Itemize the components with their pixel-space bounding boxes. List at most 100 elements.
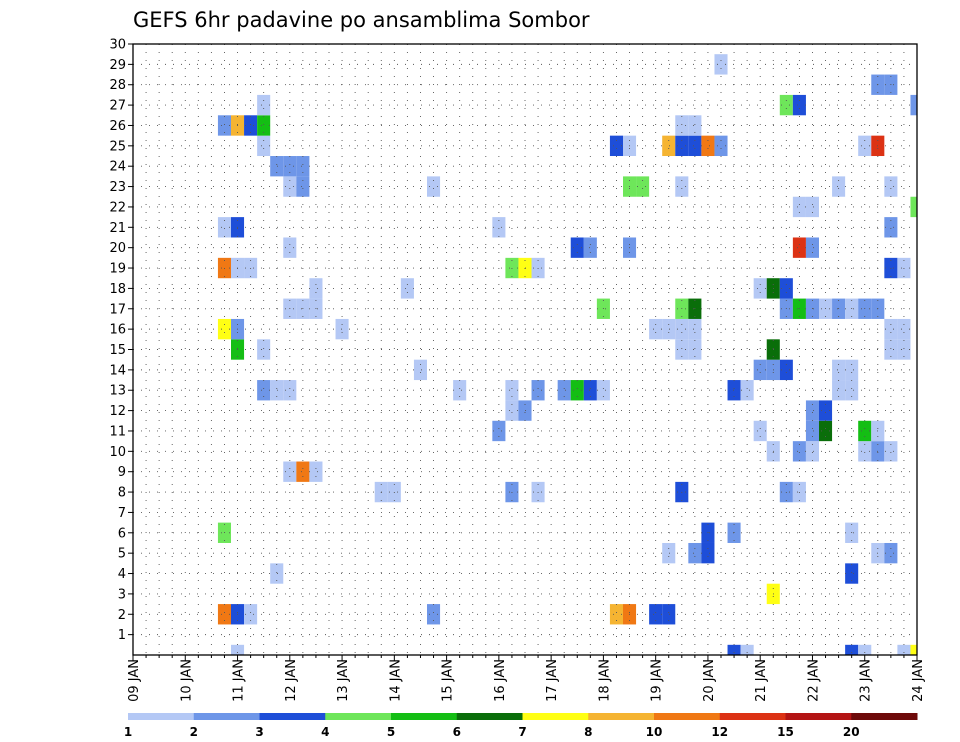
colorbar-label: 10 (646, 725, 663, 739)
x-tick-label: 20 JAN (702, 659, 717, 702)
precip-cell-156 (257, 94, 271, 116)
x-tick-label: 19 JAN (650, 659, 665, 702)
precip-cell-45 (805, 420, 819, 442)
x-tick-label: 11 JAN (232, 659, 247, 702)
precip-cell-7 (217, 604, 231, 625)
precip-cell-3 (845, 644, 859, 655)
precip-cell-42 (884, 441, 898, 462)
y-tick-label: 25 (109, 139, 126, 154)
precip-cell-72 (845, 359, 859, 381)
precip-cell-67 (413, 359, 427, 381)
precip-cell-34 (283, 461, 297, 482)
y-tick-label: 21 (109, 221, 126, 236)
precip-cell-124 (492, 217, 506, 238)
precip-cell-71 (832, 359, 846, 381)
precip-cell-38 (792, 441, 806, 462)
precip-cell-134 (675, 176, 689, 197)
precip-cell-43 (492, 420, 506, 442)
y-tick-label: 16 (109, 323, 126, 338)
precip-cell-49 (505, 400, 519, 421)
y-tick-label: 12 (109, 404, 126, 419)
precip-cell-74 (257, 339, 271, 360)
colorbar-swatch (719, 713, 786, 720)
x-tick-label: 16 JAN (493, 659, 508, 702)
precip-cell-63 (727, 380, 741, 401)
colorbar-swatch (128, 713, 195, 720)
colorbar-label: 6 (453, 725, 461, 739)
precip-cell-107 (779, 278, 793, 299)
colorbar-label: 8 (584, 725, 592, 739)
y-tick-label: 18 (109, 282, 126, 297)
y-tick-label: 13 (109, 384, 126, 399)
x-tick-label: 21 JAN (754, 659, 769, 702)
precip-cell-11 (609, 604, 623, 625)
colorbar-label: 5 (387, 725, 395, 739)
precip-cell-20 (701, 542, 715, 564)
precip-cell-129 (283, 176, 297, 197)
precip-cell-0 (231, 644, 245, 655)
y-tick-label: 2 (118, 608, 126, 623)
x-tick-label: 13 JAN (336, 659, 351, 702)
colorbar-swatch (654, 713, 721, 720)
y-tick-label: 9 (118, 465, 126, 480)
y-tick-label: 27 (109, 99, 126, 114)
precip-cell-130 (296, 176, 310, 197)
precip-cell-157 (779, 94, 793, 116)
y-tick-label: 6 (118, 526, 126, 541)
precip-cell-143 (662, 135, 676, 157)
precip-cell-64 (740, 380, 754, 401)
precip-cell-46 (819, 420, 833, 442)
precip-cell-104 (400, 278, 414, 299)
precip-cell-17 (845, 563, 859, 584)
precip-cell-141 (609, 135, 623, 157)
y-tick-label: 30 (109, 38, 126, 53)
precip-cell-44 (753, 420, 767, 442)
y-tick-label: 10 (109, 445, 126, 460)
colorbar-label: 15 (777, 725, 794, 739)
precip-cell-138 (283, 156, 297, 177)
precip-cell-78 (884, 339, 898, 360)
y-tick-label: 24 (109, 160, 126, 175)
precip-cell-122 (217, 217, 231, 238)
precip-cell-120 (792, 237, 806, 258)
x-tick-label: 14 JAN (388, 659, 403, 702)
y-tick-label: 22 (109, 200, 126, 215)
precip-cell-52 (819, 400, 833, 421)
precip-cell-2 (740, 644, 754, 655)
precip-cell-36 (309, 461, 323, 482)
colorbar-swatch (785, 713, 852, 720)
x-tick-label: 10 JAN (179, 659, 194, 702)
colorbar-label: 4 (321, 725, 329, 739)
precip-cell-85 (675, 318, 689, 340)
precip-cell-158 (792, 94, 806, 116)
precip-cell-1 (727, 644, 741, 655)
y-tick-label: 7 (118, 506, 126, 521)
precip-cell-13 (649, 604, 663, 625)
precip-cell-155 (688, 115, 702, 136)
colorbar-swatch (391, 713, 458, 720)
colorbar-label: 12 (711, 725, 728, 739)
precip-cell-83 (649, 318, 663, 340)
y-tick-label: 19 (109, 262, 126, 277)
y-tick-label: 26 (109, 119, 126, 134)
precip-cell-19 (688, 542, 702, 564)
y-tick-label: 3 (118, 587, 126, 602)
precip-cell-140 (257, 135, 271, 157)
x-tick-label: 09 JAN (127, 659, 142, 702)
precip-cell-88 (897, 318, 911, 340)
precip-cell-131 (427, 176, 441, 197)
precip-cell-79 (897, 339, 911, 360)
precip-cell-116 (283, 237, 297, 258)
x-tick-label: 12 JAN (284, 659, 299, 702)
x-tick-label: 22 JAN (806, 659, 821, 702)
x-tick-label: 15 JAN (441, 659, 456, 702)
precip-cell-137 (270, 156, 284, 177)
precip-cell-135 (832, 176, 846, 197)
y-tick-label: 15 (109, 343, 126, 358)
colorbar-label: 3 (255, 725, 263, 739)
precip-cell-105 (753, 278, 767, 299)
precip-cell-146 (701, 135, 715, 157)
precip-cell-4 (858, 644, 872, 655)
colorbar-label: 2 (190, 725, 198, 739)
colorbar-swatch (456, 713, 523, 720)
